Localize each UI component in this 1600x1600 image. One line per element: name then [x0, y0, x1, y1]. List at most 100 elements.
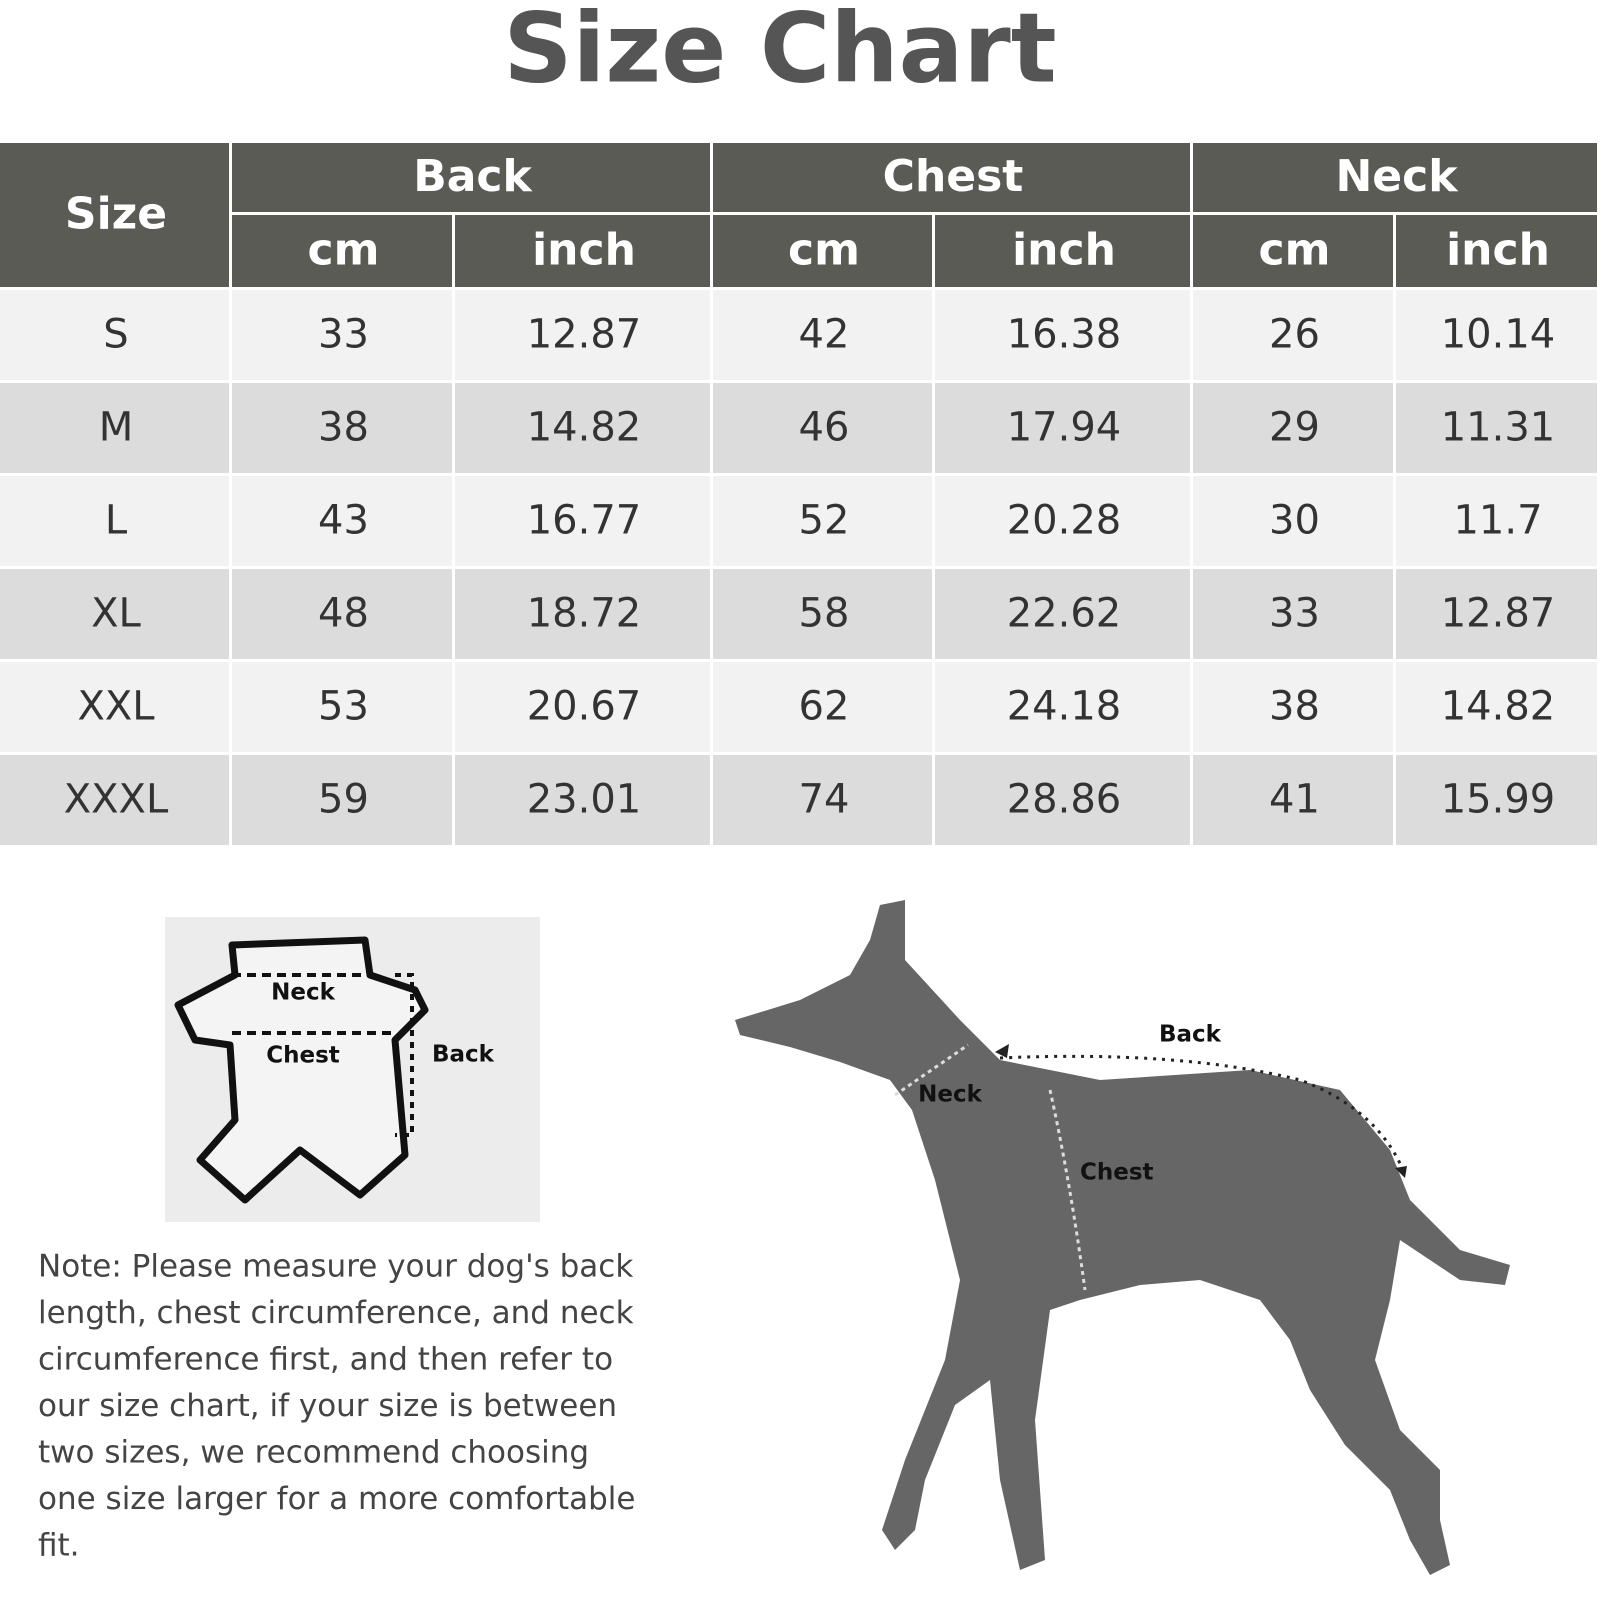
unit-header-cell: [1193, 215, 1393, 287]
note-line: fit.: [38, 1528, 80, 1564]
table-cell-text: 28.86: [1007, 777, 1122, 823]
table-cell-text: 18.72: [527, 591, 642, 637]
unit-header-label: inch: [1446, 225, 1550, 276]
table-cell-text: 12.87: [527, 312, 642, 358]
garment-neck-label: Neck: [271, 980, 335, 1006]
table-cell: [935, 755, 1190, 845]
dog-neck-label: Neck: [918, 1082, 982, 1108]
table-cell: [1193, 755, 1393, 845]
table-cell: [232, 476, 452, 566]
header-label: Size: [65, 189, 167, 240]
table-cell: [1396, 755, 1597, 845]
table-cell-text: 38: [1269, 684, 1320, 730]
table-cell: [232, 383, 452, 473]
table-cell: [232, 755, 452, 845]
title: Size Chart: [503, 0, 1056, 104]
unit-header-label: cm: [788, 225, 860, 276]
table-cell: [713, 290, 932, 380]
table-cell: [713, 476, 932, 566]
unit-header-cell: [935, 215, 1190, 287]
table-cell-text: 16.77: [527, 498, 642, 544]
table-cell-text: 11.31: [1441, 405, 1556, 451]
table-cell-text: 62: [799, 684, 850, 730]
table-cell-text: 22.62: [1007, 591, 1122, 637]
dog-chest-label: Chest: [1080, 1160, 1154, 1186]
dog-silhouette: [735, 900, 1510, 1575]
table-cell: [1396, 290, 1597, 380]
table-cell: [713, 755, 932, 845]
table-cell: [455, 290, 710, 380]
unit-header-cell: [455, 215, 710, 287]
garment-measure-lines: [232, 973, 395, 1035]
note-line: length, chest circumference, and neck: [38, 1295, 634, 1331]
table-cell: [713, 383, 932, 473]
note-line: one size larger for a more comfortable: [38, 1481, 636, 1517]
garment-back-label: Back: [432, 1042, 495, 1068]
table-cell: [0, 476, 229, 566]
unit-header-label: cm: [308, 225, 380, 276]
table-cell: [455, 662, 710, 752]
table-cell-text: 41: [1269, 777, 1320, 823]
table-cell: [455, 569, 710, 659]
group-header-cell: [1193, 143, 1597, 212]
table-cell-text: 20.67: [527, 684, 642, 730]
table-cell: [1193, 290, 1393, 380]
table-cell-text: 59: [318, 777, 369, 823]
group-header-cell: [232, 143, 710, 212]
note-line: our size chart, if your size is between: [38, 1388, 617, 1424]
table-cell-text: 23.01: [527, 777, 642, 823]
table-cell: [0, 755, 229, 845]
table-cell: [232, 569, 452, 659]
table-cell: [0, 383, 229, 473]
group-header-label: Back: [413, 151, 533, 202]
table-cell: [1193, 569, 1393, 659]
unit-header-cell: [713, 215, 932, 287]
garment-outline: [174, 936, 429, 1204]
table-cell: [455, 383, 710, 473]
table-cell: [1396, 476, 1597, 566]
table-cell-text: 48: [318, 591, 369, 637]
table-cell-text: M: [99, 405, 134, 451]
table-cell-text: 15.99: [1441, 777, 1556, 823]
table-cell-text: 46: [799, 405, 850, 451]
garment-back-line: [395, 973, 414, 1137]
dog-back-label: Back: [1159, 1022, 1222, 1048]
table-cell: [0, 569, 229, 659]
table-cell-text: 16.38: [1007, 312, 1122, 358]
table-cell-text: L: [105, 498, 128, 544]
table-cell-text: 43: [318, 498, 369, 544]
table-cell: [0, 662, 229, 752]
table-cell: [455, 476, 710, 566]
table-cell: [713, 569, 932, 659]
table-cell: [232, 290, 452, 380]
table-cell-text: 29: [1269, 405, 1320, 451]
table-cell: [232, 662, 452, 752]
table-cell-text: XXL: [77, 684, 155, 730]
table-cell-text: 12.87: [1441, 591, 1556, 637]
table-cell-text: XXXL: [64, 777, 169, 823]
table-cell-text: 17.94: [1007, 405, 1122, 451]
table-cell: [1193, 383, 1393, 473]
table-cell-text: 10.14: [1441, 312, 1556, 358]
unit-header-cell: [232, 215, 452, 287]
table-cell-text: 74: [799, 777, 850, 823]
table-cell: [935, 662, 1190, 752]
table-cell-text: 30: [1269, 498, 1320, 544]
table-cell-text: 52: [799, 498, 850, 544]
header-cell: [0, 143, 229, 287]
table-cell: [935, 476, 1190, 566]
unit-header-label: inch: [1012, 225, 1116, 276]
table-cell: [0, 290, 229, 380]
table-cell-text: 26: [1269, 312, 1320, 358]
note-line: two sizes, we recommend choosing: [38, 1435, 589, 1471]
table-cell-text: 14.82: [527, 405, 642, 451]
table-cell: [1193, 476, 1393, 566]
table-cell-text: 11.7: [1453, 498, 1542, 544]
group-header-label: Chest: [883, 151, 1024, 202]
table-cell: [1193, 662, 1393, 752]
note-line: circumference first, and then refer to: [38, 1342, 613, 1378]
dog-measure-lines: [894, 1043, 1087, 1291]
table-cell-text: 42: [799, 312, 850, 358]
